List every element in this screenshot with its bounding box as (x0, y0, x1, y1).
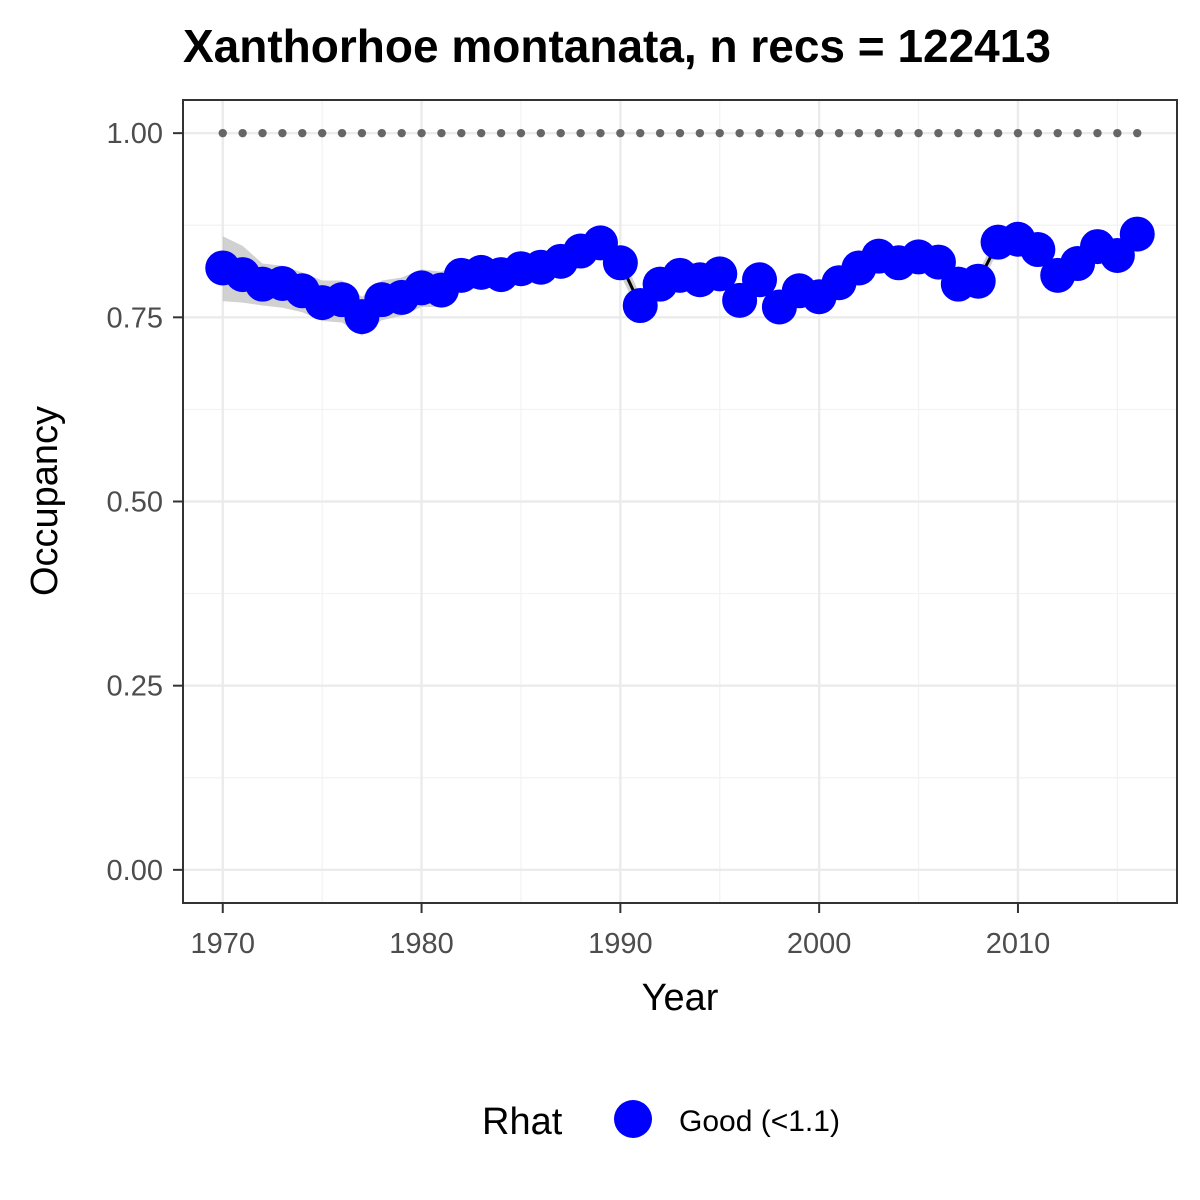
chart-title: Xanthorhoe montanata, n recs = 122413 (183, 20, 1051, 72)
reference-dot (795, 128, 804, 138)
reference-dot (974, 128, 983, 138)
reference-dot (1073, 128, 1082, 138)
reference-dot (814, 128, 824, 138)
reference-dot (775, 128, 784, 138)
reference-dot (556, 128, 565, 138)
x-axis-title: Year (642, 977, 719, 1019)
reference-dot (834, 128, 844, 138)
legend-key-good (614, 1100, 652, 1138)
reference-dot (616, 128, 625, 138)
reference-dot (993, 128, 1003, 138)
reference-dot (914, 128, 923, 138)
reference-dot (357, 128, 367, 138)
reference-dot (218, 128, 227, 138)
reference-dot (675, 128, 685, 138)
data-point (702, 256, 738, 292)
reference-dot (437, 128, 446, 138)
reference-dot (238, 128, 247, 138)
reference-dot (417, 128, 426, 138)
reference-dot (735, 128, 744, 138)
reference-dot (715, 128, 724, 138)
reference-line-layer (218, 128, 1142, 138)
x-tick-label: 1970 (191, 928, 256, 960)
data-point (602, 245, 638, 281)
reference-dot (636, 128, 645, 138)
reference-dot (1033, 128, 1043, 138)
reference-dot (894, 128, 903, 138)
x-tick-label: 1980 (389, 928, 454, 960)
reference-dot (655, 128, 665, 138)
reference-dot (934, 128, 943, 138)
data-point (742, 262, 778, 298)
reference-dot (854, 128, 864, 138)
y-tick-label: 0.50 (107, 487, 163, 519)
x-tick-label: 2010 (986, 928, 1051, 960)
reference-dot (298, 128, 307, 138)
reference-dot (258, 128, 267, 138)
data-point (960, 263, 996, 299)
reference-dot (954, 128, 963, 138)
y-tick-label: 0.25 (107, 671, 163, 703)
reference-dot (755, 128, 764, 138)
data-points-layer (205, 216, 1155, 335)
y-axis-title: Occupancy (24, 406, 66, 596)
reference-dot (457, 128, 466, 138)
reference-dot (874, 128, 883, 138)
x-axis: 1970 1980 1990 2000 2010 (191, 903, 1051, 960)
reference-dot (317, 128, 327, 138)
reference-dot (1013, 128, 1023, 138)
reference-dot (337, 128, 347, 138)
reference-dot (596, 128, 605, 138)
y-axis: 0.00 0.25 0.50 0.75 1.00 (107, 118, 183, 887)
x-tick-label: 1990 (588, 928, 653, 960)
reference-dot (1093, 128, 1102, 138)
reference-dot (695, 128, 705, 138)
reference-dot (496, 128, 506, 138)
reference-dot (1053, 128, 1062, 138)
data-point (1020, 232, 1056, 268)
y-tick-label: 0.00 (107, 855, 163, 887)
reference-dot (536, 128, 546, 138)
reference-dot (397, 128, 406, 138)
y-tick-label: 1.00 (107, 118, 163, 150)
reference-dot (278, 128, 287, 138)
x-tick-label: 2000 (787, 928, 852, 960)
legend-label-good: Good (<1.1) (679, 1105, 840, 1138)
data-point (1119, 216, 1155, 252)
reference-dot (516, 128, 526, 138)
legend-title: Rhat (482, 1101, 563, 1143)
reference-dot (1113, 128, 1122, 138)
grid-lines (183, 100, 1177, 903)
legend: Rhat Good (<1.1) (482, 1100, 840, 1143)
reference-dot (1133, 128, 1142, 138)
y-tick-label: 0.75 (107, 302, 163, 334)
reference-dot (477, 128, 486, 138)
reference-dot (377, 128, 386, 138)
reference-dot (576, 128, 585, 138)
